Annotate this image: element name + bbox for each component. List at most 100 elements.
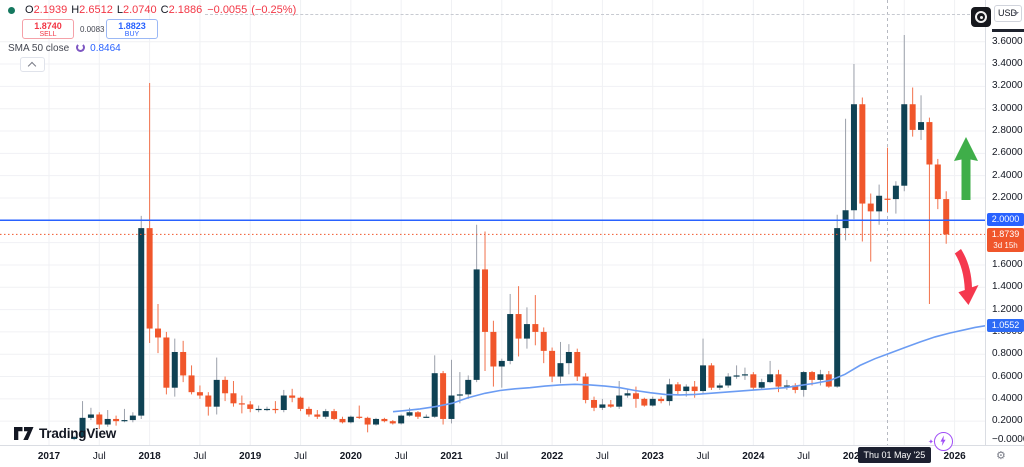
lightning-bolt-icon bbox=[940, 435, 946, 446]
candle-body bbox=[842, 210, 849, 229]
exchange-logo-icon[interactable] bbox=[971, 7, 991, 27]
candle-body bbox=[113, 418, 120, 422]
candle-body bbox=[809, 372, 816, 380]
change-value: −0.0055 bbox=[207, 4, 248, 16]
header-underline bbox=[992, 29, 1024, 32]
currency-dropdown[interactable]: USD bbox=[994, 5, 1022, 22]
time-tick-year: 2017 bbox=[37, 451, 61, 462]
candle-body bbox=[783, 385, 790, 387]
price-tick: 2.6000 bbox=[992, 147, 1023, 159]
candle-body bbox=[909, 104, 916, 130]
candle-body bbox=[515, 314, 522, 339]
candle-body bbox=[255, 408, 262, 411]
candle-body bbox=[213, 379, 220, 407]
open-value: 2.1939 bbox=[33, 4, 68, 16]
price-tick: 1.4000 bbox=[992, 281, 1023, 293]
candle-body bbox=[876, 195, 883, 212]
candle-body bbox=[834, 228, 841, 387]
candle-body bbox=[532, 324, 539, 332]
ohlc-row: O2.1939 H2.6512 L2.0740 C2.1886 −0.0055 (−0.2… bbox=[8, 4, 296, 18]
price-axis[interactable]: 3.6000 3.4000 3.2000 3.0000 2.8000 2.6000 2.40… bbox=[985, 0, 1024, 445]
candle-body bbox=[322, 411, 329, 417]
candle-body bbox=[683, 386, 690, 392]
candle-body bbox=[599, 404, 606, 408]
candle-body bbox=[557, 363, 564, 377]
settings-gear-icon[interactable]: ⚙ bbox=[996, 450, 1006, 462]
candle-body bbox=[104, 418, 111, 425]
candle-body bbox=[305, 408, 312, 415]
candle-body bbox=[750, 374, 757, 388]
price-tick: 0.6000 bbox=[992, 370, 1023, 382]
candle-body bbox=[347, 416, 354, 423]
candle-body bbox=[406, 412, 413, 416]
candle-body bbox=[850, 104, 857, 211]
candle-body bbox=[700, 365, 707, 392]
last-price-badge: 1.8739 3d 15h bbox=[987, 227, 1024, 252]
candle-body bbox=[591, 399, 598, 408]
lightning-boost-button[interactable] bbox=[934, 432, 953, 451]
chart-canvas[interactable] bbox=[0, 0, 985, 445]
sell-button[interactable]: 1.8740 SELL bbox=[22, 19, 74, 39]
candle-body bbox=[247, 404, 254, 409]
time-tick-year: 2019 bbox=[239, 451, 262, 462]
candle-body bbox=[624, 393, 631, 396]
down-arrow-drawing[interactable] bbox=[954, 249, 979, 305]
candle-body bbox=[616, 395, 623, 407]
candle-body bbox=[674, 384, 681, 392]
candle-body bbox=[792, 385, 799, 390]
candle-body bbox=[146, 228, 153, 329]
market-status-dot bbox=[8, 6, 15, 14]
sma-line[interactable] bbox=[392, 324, 985, 413]
price-tick: 3.0000 bbox=[992, 102, 1023, 114]
low-value: 2.0740 bbox=[122, 4, 157, 16]
time-tick-year: 2024 bbox=[742, 451, 765, 462]
time-tick-month: Jul bbox=[294, 451, 307, 462]
candle-body bbox=[817, 374, 824, 380]
spread-value: 0.0083 bbox=[80, 25, 105, 34]
candle-body bbox=[373, 418, 380, 425]
candle-body bbox=[289, 395, 296, 398]
candle-body bbox=[297, 397, 304, 409]
time-axis[interactable]: 2017 Jul 2018 Jul 2019 Jul 2020 Jul 2021 Jul 2022 J… bbox=[0, 445, 1024, 467]
collapse-legend-button[interactable] bbox=[20, 57, 45, 72]
candle-body bbox=[741, 374, 748, 376]
time-tick-year: 2026 bbox=[943, 451, 966, 462]
candle-body bbox=[96, 414, 103, 425]
chevron-up-icon bbox=[27, 61, 37, 71]
crosshair-date-tooltip: Thu 01 May '25 bbox=[857, 447, 932, 463]
price-tick: 3.2000 bbox=[992, 80, 1023, 92]
candle-body bbox=[934, 164, 941, 200]
candle-body bbox=[800, 372, 807, 390]
candle-body bbox=[121, 420, 128, 422]
candle-body bbox=[582, 376, 589, 400]
candle-body bbox=[272, 408, 279, 411]
candle-body bbox=[264, 408, 271, 411]
candle-body bbox=[230, 393, 237, 404]
tradingview-logo[interactable]: TradingView bbox=[14, 426, 116, 441]
time-tick-month: Jul bbox=[696, 451, 710, 462]
candle-body bbox=[775, 374, 782, 387]
candle-body bbox=[565, 351, 572, 364]
logo-ring bbox=[975, 11, 987, 23]
candle-body bbox=[649, 398, 656, 406]
buy-price: 1.8823 bbox=[118, 21, 146, 31]
tradingview-logo-text: TradingView bbox=[39, 426, 117, 441]
time-tick-month: Jul bbox=[797, 451, 811, 462]
logo-dot bbox=[979, 15, 983, 19]
candle-body bbox=[356, 416, 363, 418]
candle-body bbox=[716, 385, 723, 388]
buy-button[interactable]: 1.8823 BUY bbox=[106, 19, 158, 39]
candle-body bbox=[138, 228, 145, 416]
candle-body bbox=[71, 436, 78, 440]
candle-body bbox=[490, 331, 497, 367]
candle-body bbox=[331, 411, 338, 419]
candle-body bbox=[658, 398, 665, 402]
time-tick-year: 2020 bbox=[339, 451, 362, 462]
candlestick-plot[interactable] bbox=[0, 0, 985, 445]
high-value: 2.6512 bbox=[79, 4, 113, 16]
up-arrow-drawing[interactable] bbox=[954, 137, 978, 200]
time-tick-month: Jul bbox=[92, 451, 106, 462]
sma-indicator-legend[interactable]: SMA 50 close 0.8464 bbox=[8, 43, 121, 54]
candle-body bbox=[733, 375, 740, 377]
change-percent: (−0.25%) bbox=[251, 4, 297, 16]
